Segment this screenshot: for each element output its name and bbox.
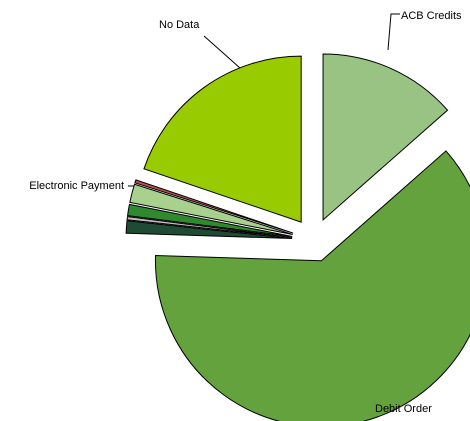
pie-slice-acb-credits	[322, 53, 449, 222]
leader-line-acb-credits	[387, 13, 400, 51]
pie-slice-debit-order	[155, 150, 470, 421]
pie-slices	[125, 53, 470, 421]
slice-labels: ACB Credits Debit Order Electronic Payment…	[29, 10, 462, 415]
leader-line-no-data	[203, 35, 241, 69]
pie-slice-slice-4	[127, 203, 293, 237]
slice-label-acb-credits: ACB Credits	[401, 10, 462, 22]
leader-lines	[128, 13, 400, 187]
pie-slice-electronic-payment	[125, 220, 293, 239]
pie-slice-slice-3	[126, 216, 293, 238]
slice-label-no-data: No Data	[159, 19, 200, 31]
pie-slice-slice-6	[134, 179, 294, 234]
slice-label-electronic-payment: Electronic Payment	[29, 180, 124, 192]
pie-slice-no-data	[143, 55, 302, 223]
slice-label-debit-order: Debit Order	[375, 403, 432, 415]
pie-slice-slice-5	[129, 183, 293, 236]
